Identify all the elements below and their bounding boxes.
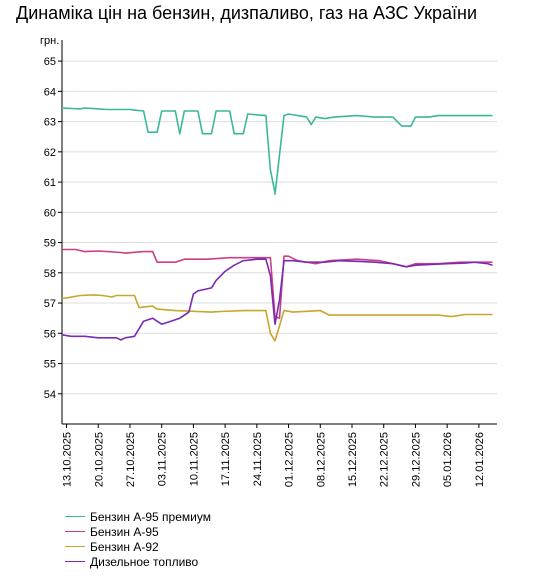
legend-label: Бензин А-95 xyxy=(90,524,159,539)
x-tick-label: 29.12.2025 xyxy=(410,432,422,487)
legend-swatch xyxy=(65,561,85,562)
y-tick-label: 54 xyxy=(44,389,56,401)
x-tick-label: 13.10.2025 xyxy=(62,432,74,487)
series-line xyxy=(61,294,493,342)
series-line xyxy=(61,258,493,341)
x-tick-label: 24.11.2025 xyxy=(252,432,264,486)
y-axis-label: грн. xyxy=(40,35,59,47)
grid-lines xyxy=(58,60,497,395)
x-tick-label: 01.12.2025 xyxy=(284,432,296,487)
legend-item: Дизельное топливо xyxy=(65,554,211,569)
y-tick-label: 64 xyxy=(44,86,56,98)
y-tick-label: 55 xyxy=(44,359,56,371)
legend-item: Бензин А-95 xyxy=(65,524,211,539)
y-tick-label: 61 xyxy=(44,177,56,189)
legend-swatch xyxy=(65,516,85,517)
axes xyxy=(61,40,497,428)
legend-label: Дизельное топливо xyxy=(90,554,199,569)
chart-title: Динаміка цін на бензин, дизпаливо, газ н… xyxy=(16,3,478,23)
y-tick-label: 59 xyxy=(44,238,56,250)
y-tick-label: 62 xyxy=(44,147,56,159)
x-tick-label: 20.10.2025 xyxy=(93,432,105,487)
x-tick-label: 15.12.2025 xyxy=(347,432,359,487)
legend: Бензин А-95 премиум Бензин А-95 Бензин А-9… xyxy=(65,509,211,569)
legend-swatch xyxy=(65,546,85,547)
x-tick-label: 03.11.2025 xyxy=(157,432,169,486)
legend-label: Бензин А-92 xyxy=(90,539,159,554)
legend-swatch xyxy=(65,531,85,532)
series-line xyxy=(61,107,493,195)
x-tick-label: 17.11.2025 xyxy=(220,432,232,486)
legend-label: Бензин А-95 премиум xyxy=(90,509,211,524)
series-lines xyxy=(61,107,493,342)
y-tick-label: 63 xyxy=(44,117,56,129)
x-tick-label: 12.01.2026 xyxy=(474,432,486,487)
x-tick-label: 05.01.2026 xyxy=(442,432,454,487)
y-tick-labels: 54 55 56 57 58 59 60 61 62 63 64 65 xyxy=(44,56,56,401)
x-tick-label: 10.11.2025 xyxy=(188,432,200,486)
x-tick-labels: 13.10.2025 20.10.2025 27.10.2025 03.11.2025… xyxy=(62,432,486,487)
y-tick-label: 65 xyxy=(44,56,56,68)
x-tick-label: 27.10.2025 xyxy=(125,432,137,487)
y-tick-label: 56 xyxy=(44,328,56,340)
x-tick-label: 08.12.2025 xyxy=(315,432,327,487)
legend-item: Бензин А-95 премиум xyxy=(65,509,211,524)
y-tick-label: 58 xyxy=(44,268,56,280)
y-tick-label: 60 xyxy=(44,207,56,219)
legend-item: Бензин А-92 xyxy=(65,539,211,554)
y-tick-label: 57 xyxy=(44,298,56,310)
x-tick-label: 22.12.2025 xyxy=(379,432,391,487)
